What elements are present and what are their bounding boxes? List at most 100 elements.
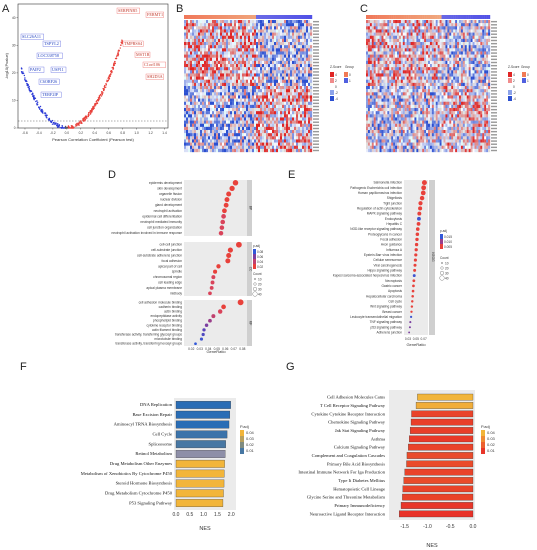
c-cell bbox=[424, 54, 427, 58]
c-cell bbox=[435, 73, 438, 77]
b-cell bbox=[194, 23, 197, 27]
b-cell bbox=[218, 73, 221, 77]
volcano-point bbox=[64, 127, 67, 129]
b-cell bbox=[200, 86, 203, 90]
b-cell bbox=[242, 130, 245, 134]
b-cell bbox=[236, 70, 239, 74]
b-cell bbox=[208, 51, 211, 55]
b-cell bbox=[236, 57, 239, 62]
b-cell bbox=[308, 51, 311, 55]
b-cell bbox=[254, 35, 257, 40]
c-cell bbox=[416, 95, 419, 99]
b-cell bbox=[302, 70, 305, 74]
b-cell bbox=[300, 136, 303, 140]
c-cell bbox=[371, 92, 374, 96]
c-cell bbox=[395, 48, 398, 52]
b-cell bbox=[196, 123, 199, 128]
b-cell bbox=[232, 67, 235, 71]
c-cell bbox=[488, 20, 491, 24]
c-cell bbox=[426, 23, 429, 27]
b-cell bbox=[298, 51, 301, 55]
b-cell bbox=[296, 86, 299, 90]
b-cell bbox=[248, 126, 251, 131]
b-cell bbox=[190, 64, 193, 68]
b-cell bbox=[300, 111, 303, 115]
b-cell bbox=[286, 67, 289, 71]
b-cell bbox=[224, 38, 227, 43]
b-cell bbox=[216, 23, 219, 27]
c-cell bbox=[462, 89, 465, 93]
b-group-cell bbox=[224, 15, 227, 19]
b-cell bbox=[192, 35, 195, 40]
b-cell bbox=[264, 104, 267, 109]
b-cell bbox=[272, 108, 275, 112]
c-cell bbox=[367, 48, 371, 52]
b-cell bbox=[300, 104, 303, 109]
volcano-point bbox=[121, 42, 123, 45]
b-cell bbox=[300, 82, 303, 87]
b-cell bbox=[218, 82, 221, 87]
b-cell bbox=[198, 60, 201, 65]
b-cell bbox=[310, 92, 313, 96]
c-cell bbox=[488, 82, 491, 87]
b-cell bbox=[188, 142, 191, 146]
c-cell bbox=[443, 86, 446, 90]
c-cell bbox=[445, 89, 448, 93]
c-cell bbox=[455, 20, 458, 24]
b-cell bbox=[298, 92, 301, 96]
b-cell bbox=[254, 38, 257, 43]
b-cell bbox=[260, 104, 263, 109]
b-cell bbox=[274, 51, 277, 55]
b-cell bbox=[208, 136, 211, 140]
c-cell bbox=[377, 51, 380, 55]
b-cell bbox=[188, 76, 191, 80]
c-cell bbox=[371, 35, 374, 40]
b-cell bbox=[208, 60, 211, 65]
c-cell bbox=[395, 45, 398, 49]
c-cell bbox=[476, 79, 479, 84]
b-cell bbox=[210, 95, 213, 99]
b-cell bbox=[266, 108, 269, 112]
c-cell bbox=[455, 89, 458, 93]
c-cell bbox=[383, 48, 386, 52]
b-cell bbox=[254, 123, 257, 128]
b-cell bbox=[250, 32, 253, 36]
c-cell bbox=[387, 89, 390, 93]
c-cell bbox=[422, 64, 425, 68]
c-cell bbox=[385, 57, 388, 62]
c-cell bbox=[478, 95, 481, 99]
b-cell bbox=[216, 148, 219, 153]
c-cell bbox=[457, 82, 460, 87]
b-cell bbox=[242, 136, 245, 140]
c-cell bbox=[379, 32, 382, 36]
b-cell bbox=[288, 86, 291, 90]
b-cell bbox=[306, 70, 309, 74]
c-cell bbox=[439, 42, 442, 46]
b-cell bbox=[242, 45, 245, 49]
c-cell bbox=[445, 82, 448, 87]
c-cell bbox=[387, 76, 390, 80]
b-group-cell bbox=[260, 15, 263, 19]
c-cell bbox=[424, 82, 427, 87]
c-cell bbox=[395, 54, 398, 58]
c-cell bbox=[383, 95, 386, 99]
c-cell bbox=[418, 67, 421, 71]
c-cell bbox=[474, 64, 477, 68]
b-cell bbox=[198, 54, 201, 58]
c-cell bbox=[443, 64, 446, 68]
c-cell bbox=[400, 70, 403, 74]
b-cell bbox=[222, 117, 225, 121]
b-cell bbox=[306, 104, 309, 109]
b-cell bbox=[214, 20, 217, 24]
b-cell bbox=[278, 70, 281, 74]
c-cell bbox=[478, 29, 481, 33]
c-cell bbox=[429, 67, 433, 71]
c-cell bbox=[412, 76, 415, 80]
b-cell bbox=[256, 20, 259, 24]
volcano-point bbox=[36, 100, 38, 102]
c-cell bbox=[391, 70, 394, 74]
b-cell bbox=[248, 57, 251, 62]
b-cell bbox=[188, 148, 191, 153]
b-row-label bbox=[313, 74, 319, 76]
b-cell bbox=[234, 35, 237, 40]
